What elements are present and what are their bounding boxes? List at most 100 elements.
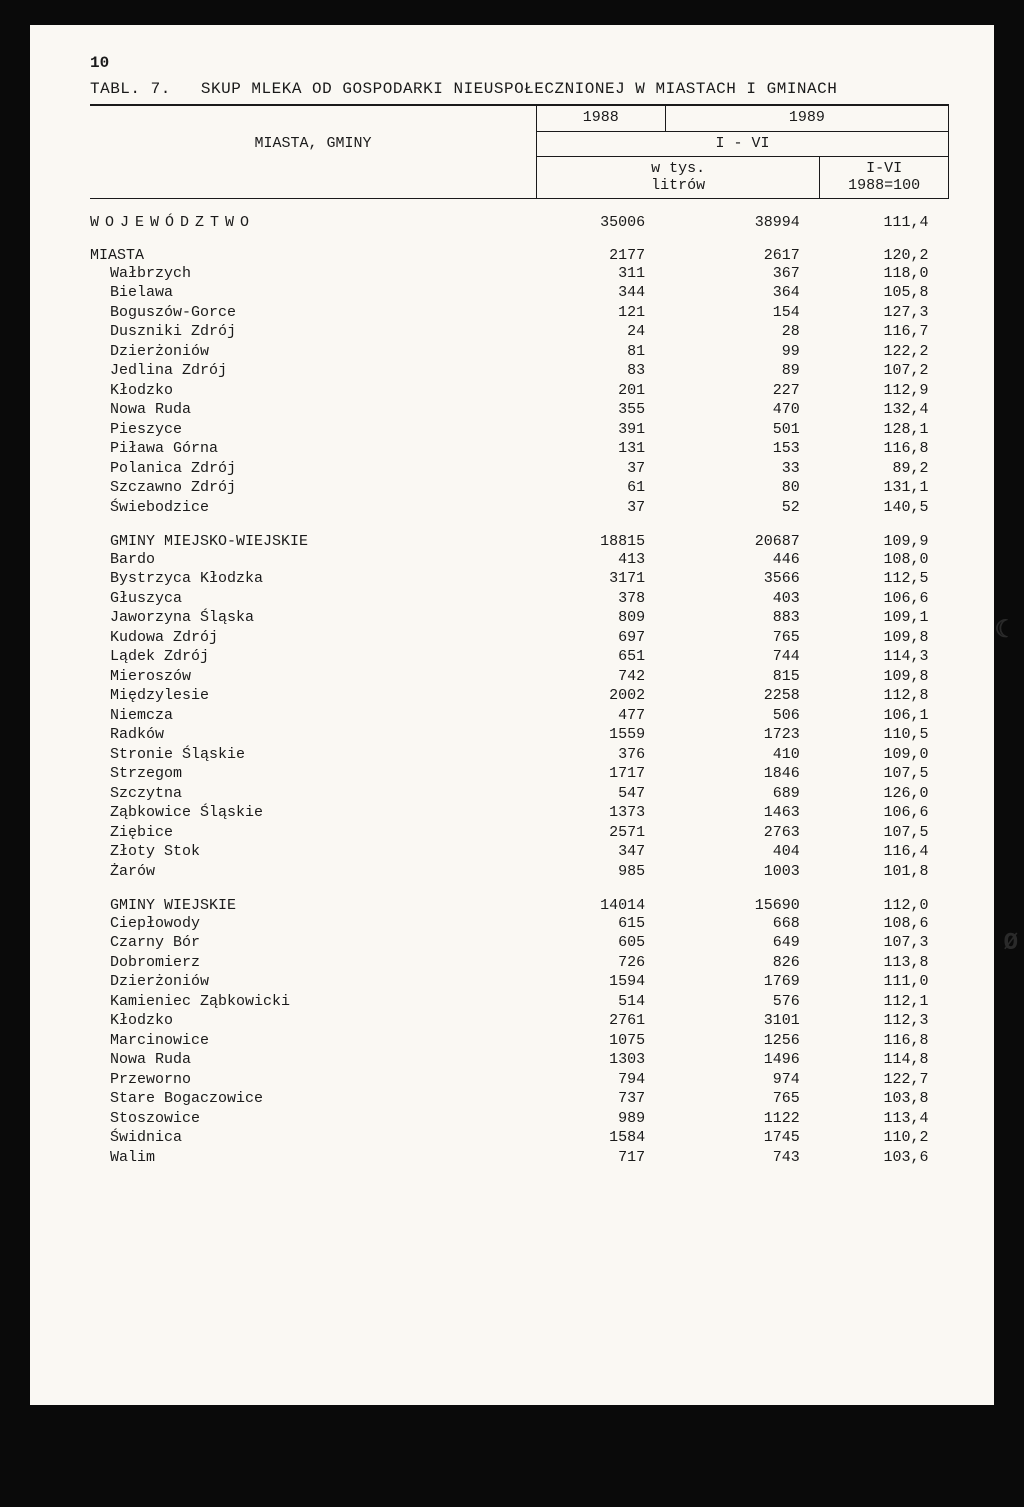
- row-value: 107,2: [820, 362, 949, 382]
- table-row: Lądek Zdrój651744114,3: [90, 648, 949, 668]
- row-value: 110,2: [820, 1129, 949, 1149]
- row-label: Stronie Śląskie: [90, 745, 536, 765]
- row-value: 2177: [536, 232, 665, 265]
- table-row: Czarny Bór605649107,3: [90, 934, 949, 954]
- row-value: 107,3: [820, 934, 949, 954]
- row-value: 737: [536, 1090, 665, 1110]
- row-value: 128,1: [820, 420, 949, 440]
- row-value: 726: [536, 953, 665, 973]
- row-label: Przeworno: [90, 1070, 536, 1090]
- row-value: 28: [665, 323, 820, 343]
- table-caption: TABL. 7. SKUP MLEKA OD GOSPODARKI NIEUSP…: [90, 81, 949, 99]
- row-value: 126,0: [820, 784, 949, 804]
- row-value: 376: [536, 745, 665, 765]
- table-row: Piława Górna131153116,8: [90, 440, 949, 460]
- row-label: Świebodzice: [90, 498, 536, 518]
- row-value: 114,3: [820, 648, 949, 668]
- row-value: 109,8: [820, 667, 949, 687]
- row-value: 101,8: [820, 862, 949, 882]
- row-value: 1122: [665, 1109, 820, 1129]
- table-row: Walim717743103,6: [90, 1148, 949, 1168]
- row-label: Czarny Bór: [90, 934, 536, 954]
- row-value: 1745: [665, 1129, 820, 1149]
- table-row: Świebodzice3752140,5: [90, 498, 949, 518]
- row-label: Lądek Zdrój: [90, 648, 536, 668]
- row-label: Wałbrzych: [90, 264, 536, 284]
- row-label: Radków: [90, 726, 536, 746]
- row-label: Ziębice: [90, 823, 536, 843]
- table-row: Mieroszów742815109,8: [90, 667, 949, 687]
- row-label: Żarów: [90, 862, 536, 882]
- table-row: Dobromierz726826113,8: [90, 953, 949, 973]
- row-label: Głuszyca: [90, 589, 536, 609]
- row-label: Boguszów-Gorce: [90, 303, 536, 323]
- row-value: 697: [536, 628, 665, 648]
- row-value: 765: [665, 1090, 820, 1110]
- table-row: Złoty Stok347404116,4: [90, 843, 949, 863]
- row-value: 113,4: [820, 1109, 949, 1129]
- row-value: 794: [536, 1070, 665, 1090]
- table-row: Bielawa344364105,8: [90, 284, 949, 304]
- row-value: 668: [665, 914, 820, 934]
- table-row: Stronie Śląskie376410109,0: [90, 745, 949, 765]
- table-row: Stoszowice9891122113,4: [90, 1109, 949, 1129]
- row-label: Kudowa Zdrój: [90, 628, 536, 648]
- document-page: 10 TABL. 7. SKUP MLEKA OD GOSPODARKI NIE…: [30, 25, 994, 1405]
- row-label: Nowa Ruda: [90, 401, 536, 421]
- row-value: 1846: [665, 765, 820, 785]
- row-value: 37: [536, 498, 665, 518]
- row-label: Marcinowice: [90, 1031, 536, 1051]
- table-row: Ziębice25712763107,5: [90, 823, 949, 843]
- row-value: 506: [665, 706, 820, 726]
- row-value: 111,0: [820, 973, 949, 993]
- row-value: 116,8: [820, 440, 949, 460]
- row-value: 80: [665, 479, 820, 499]
- row-value: 105,8: [820, 284, 949, 304]
- row-value: 89,2: [820, 459, 949, 479]
- row-value: 1003: [665, 862, 820, 882]
- row-value: 1075: [536, 1031, 665, 1051]
- row-value: 1584: [536, 1129, 665, 1149]
- row-value: 61: [536, 479, 665, 499]
- table-row: Świdnica15841745110,2: [90, 1129, 949, 1149]
- row-value: 470: [665, 401, 820, 421]
- table-row: Polanica Zdrój373389,2: [90, 459, 949, 479]
- table-row: Duszniki Zdrój2428116,7: [90, 323, 949, 343]
- row-value: 391: [536, 420, 665, 440]
- table-row: Boguszów-Gorce121154127,3: [90, 303, 949, 323]
- table-row: Kamieniec Ząbkowicki514576112,1: [90, 992, 949, 1012]
- row-label: Walim: [90, 1148, 536, 1168]
- row-label: Międzylesie: [90, 687, 536, 707]
- table-label: TABL. 7.: [90, 80, 171, 98]
- row-value: 3101: [665, 1012, 820, 1032]
- row-value: 742: [536, 667, 665, 687]
- table-row: Stare Bogaczowice737765103,8: [90, 1090, 949, 1110]
- header-region: MIASTA, GMINY: [90, 105, 536, 199]
- header-year-1988: 1988: [536, 105, 665, 131]
- row-value: 140,5: [820, 498, 949, 518]
- row-value: 403: [665, 589, 820, 609]
- row-value: 35006: [536, 199, 665, 232]
- row-value: 112,1: [820, 992, 949, 1012]
- row-value: 2571: [536, 823, 665, 843]
- row-label: Jedlina Zdrój: [90, 362, 536, 382]
- row-value: 1769: [665, 973, 820, 993]
- row-value: 364: [665, 284, 820, 304]
- row-label: Pieszyce: [90, 420, 536, 440]
- row-label: WOJEWÓDZTWO: [90, 199, 536, 232]
- row-value: 131: [536, 440, 665, 460]
- table-row: Głuszyca378403106,6: [90, 589, 949, 609]
- row-value: 116,7: [820, 323, 949, 343]
- row-value: 1256: [665, 1031, 820, 1051]
- row-value: 20687: [665, 518, 820, 551]
- row-value: 52: [665, 498, 820, 518]
- row-value: 615: [536, 914, 665, 934]
- table-row: Kłodzko201227112,9: [90, 381, 949, 401]
- row-value: 2761: [536, 1012, 665, 1032]
- row-label: Złoty Stok: [90, 843, 536, 863]
- row-value: 717: [536, 1148, 665, 1168]
- row-value: 989: [536, 1109, 665, 1129]
- table-row: Dzierżoniów15941769111,0: [90, 973, 949, 993]
- table-row: Bystrzyca Kłodzka31713566112,5: [90, 570, 949, 590]
- row-value: 815: [665, 667, 820, 687]
